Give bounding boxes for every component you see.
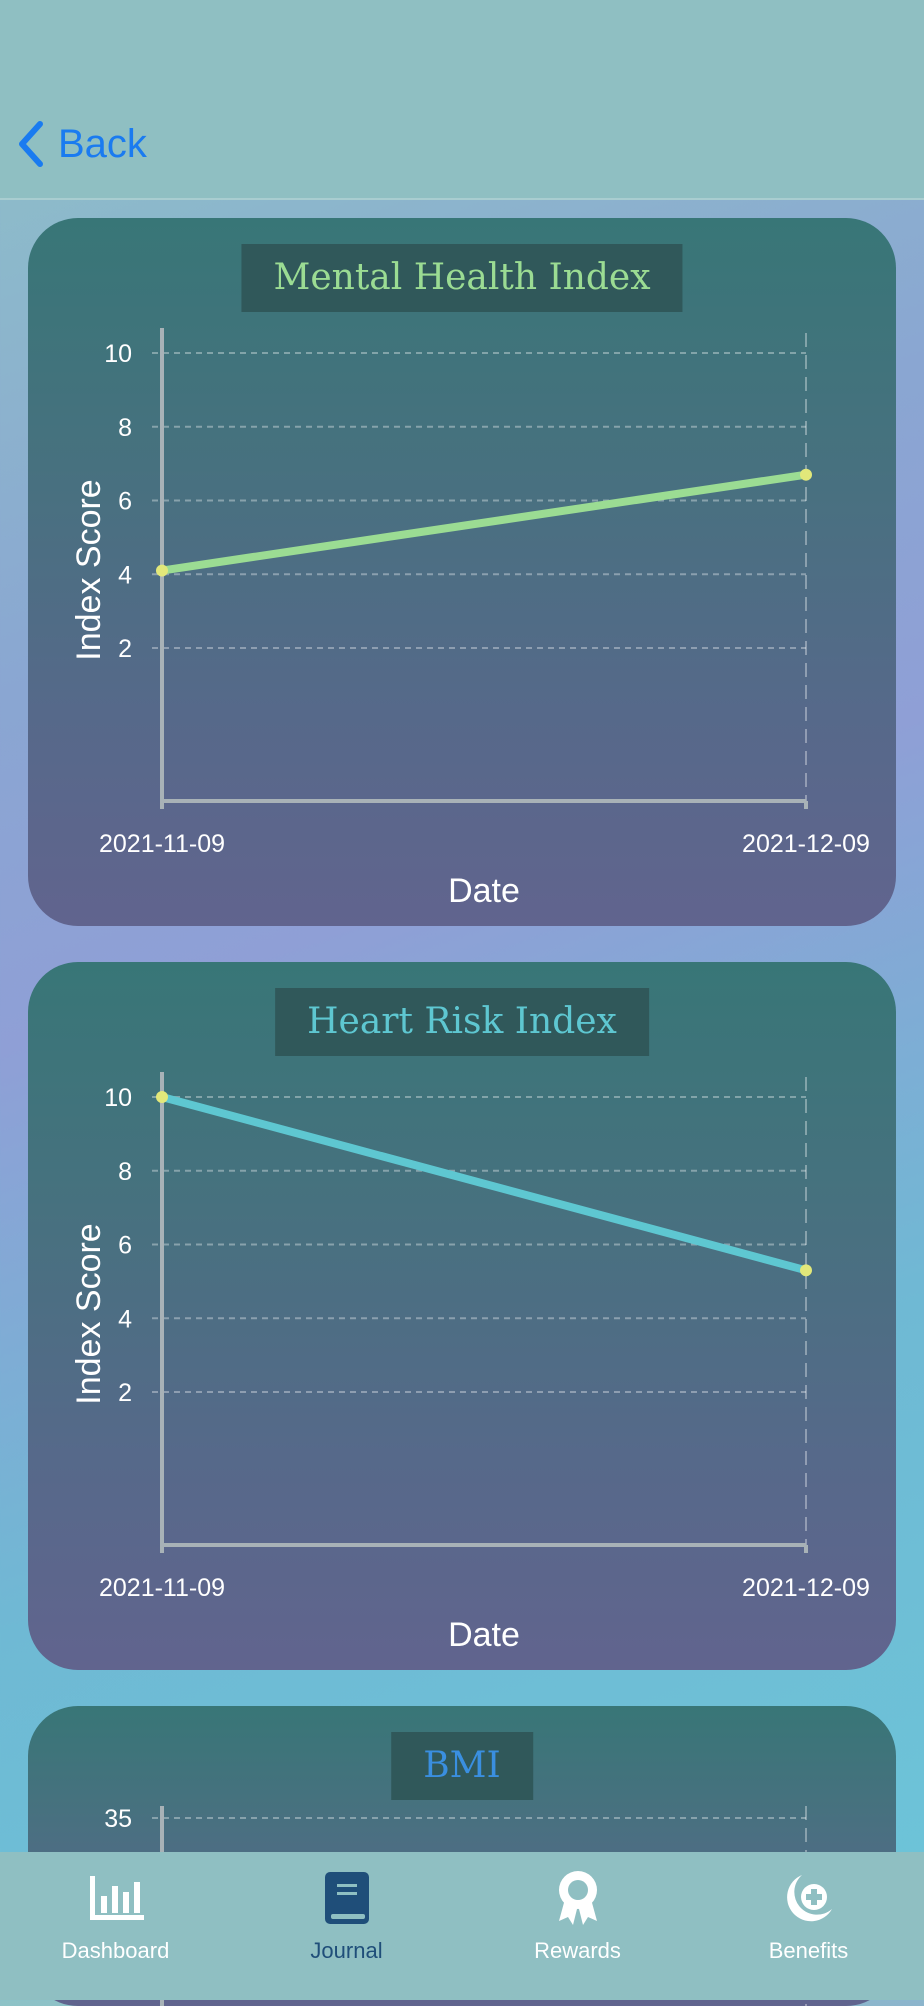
data-point	[156, 564, 168, 577]
chart-title: Heart Risk Index	[275, 988, 649, 1056]
x-tick-label: 2021-12-09	[742, 1574, 870, 1602]
x-axis-label: Date	[448, 872, 520, 910]
tab-label: Dashboard	[61, 1938, 170, 1963]
y-tick-label: 6	[118, 1232, 132, 1260]
series-line	[158, 470, 810, 575]
tab-label: Journal	[310, 1938, 383, 1963]
award-icon	[555, 1866, 601, 1930]
tab-bar: Dashboard Journal Rewards	[0, 1852, 924, 2000]
y-tick-label: 8	[118, 414, 132, 442]
mental-health-chart-card: 2 4 6 8 10 2021-11-09 2021-12-09 Date Index Scor…	[28, 218, 896, 926]
mental-health-chart: 2 4 6 8 10 2021-11-09 2021-12-09 Date Index Scor…	[70, 328, 870, 910]
y-tick-label: 4	[118, 561, 132, 589]
tab-benefits[interactable]: Benefits	[709, 1852, 909, 1964]
medical-shield-icon	[780, 1866, 838, 1930]
y-tick-label: 2	[118, 1379, 132, 1407]
chart-title: BMI	[391, 1732, 533, 1800]
tab-dashboard[interactable]: Dashboard	[16, 1852, 216, 1964]
tab-label: Benefits	[768, 1938, 849, 1963]
bar-chart-icon	[87, 1866, 145, 1930]
tab-rewards[interactable]: Rewards	[478, 1852, 678, 1964]
nav-header: Back	[0, 0, 924, 200]
data-point	[800, 1264, 812, 1277]
x-tick-label: 2021-11-09	[99, 830, 225, 858]
y-tick-label: 35	[104, 1805, 132, 1833]
data-point	[800, 468, 812, 481]
y-tick-label: 4	[118, 1305, 132, 1333]
y-tick-label: 10	[104, 340, 132, 368]
tab-label: Rewards	[534, 1938, 621, 1963]
chevron-left-icon	[19, 121, 43, 167]
heart-risk-chart: 2 4 6 8 10 2021-11-09 2021-12-09 Date Index Scor…	[70, 1072, 870, 1654]
x-tick-label: 2021-12-09	[742, 830, 870, 858]
back-button[interactable]: Back	[16, 120, 147, 168]
x-tick-label: 2021-11-09	[99, 1574, 225, 1602]
y-axis-label: Index Score	[70, 1223, 108, 1404]
chart-title: Mental Health Index	[241, 244, 683, 312]
series-line	[158, 1093, 810, 1275]
tab-journal[interactable]: Journal	[247, 1852, 447, 1964]
y-tick-label: 10	[104, 1084, 132, 1112]
heart-risk-chart-card: 2 4 6 8 10 2021-11-09 2021-12-09 Date Index Scor…	[28, 962, 896, 1670]
y-axis-label: Index Score	[70, 479, 108, 660]
y-tick-label: 2	[118, 635, 132, 663]
back-label: Back	[58, 121, 147, 166]
y-tick-label: 6	[118, 488, 132, 516]
y-tick-label: 8	[118, 1158, 132, 1186]
data-point	[156, 1091, 168, 1103]
x-axis-label: Date	[448, 1616, 520, 1654]
book-icon	[323, 1866, 371, 1930]
